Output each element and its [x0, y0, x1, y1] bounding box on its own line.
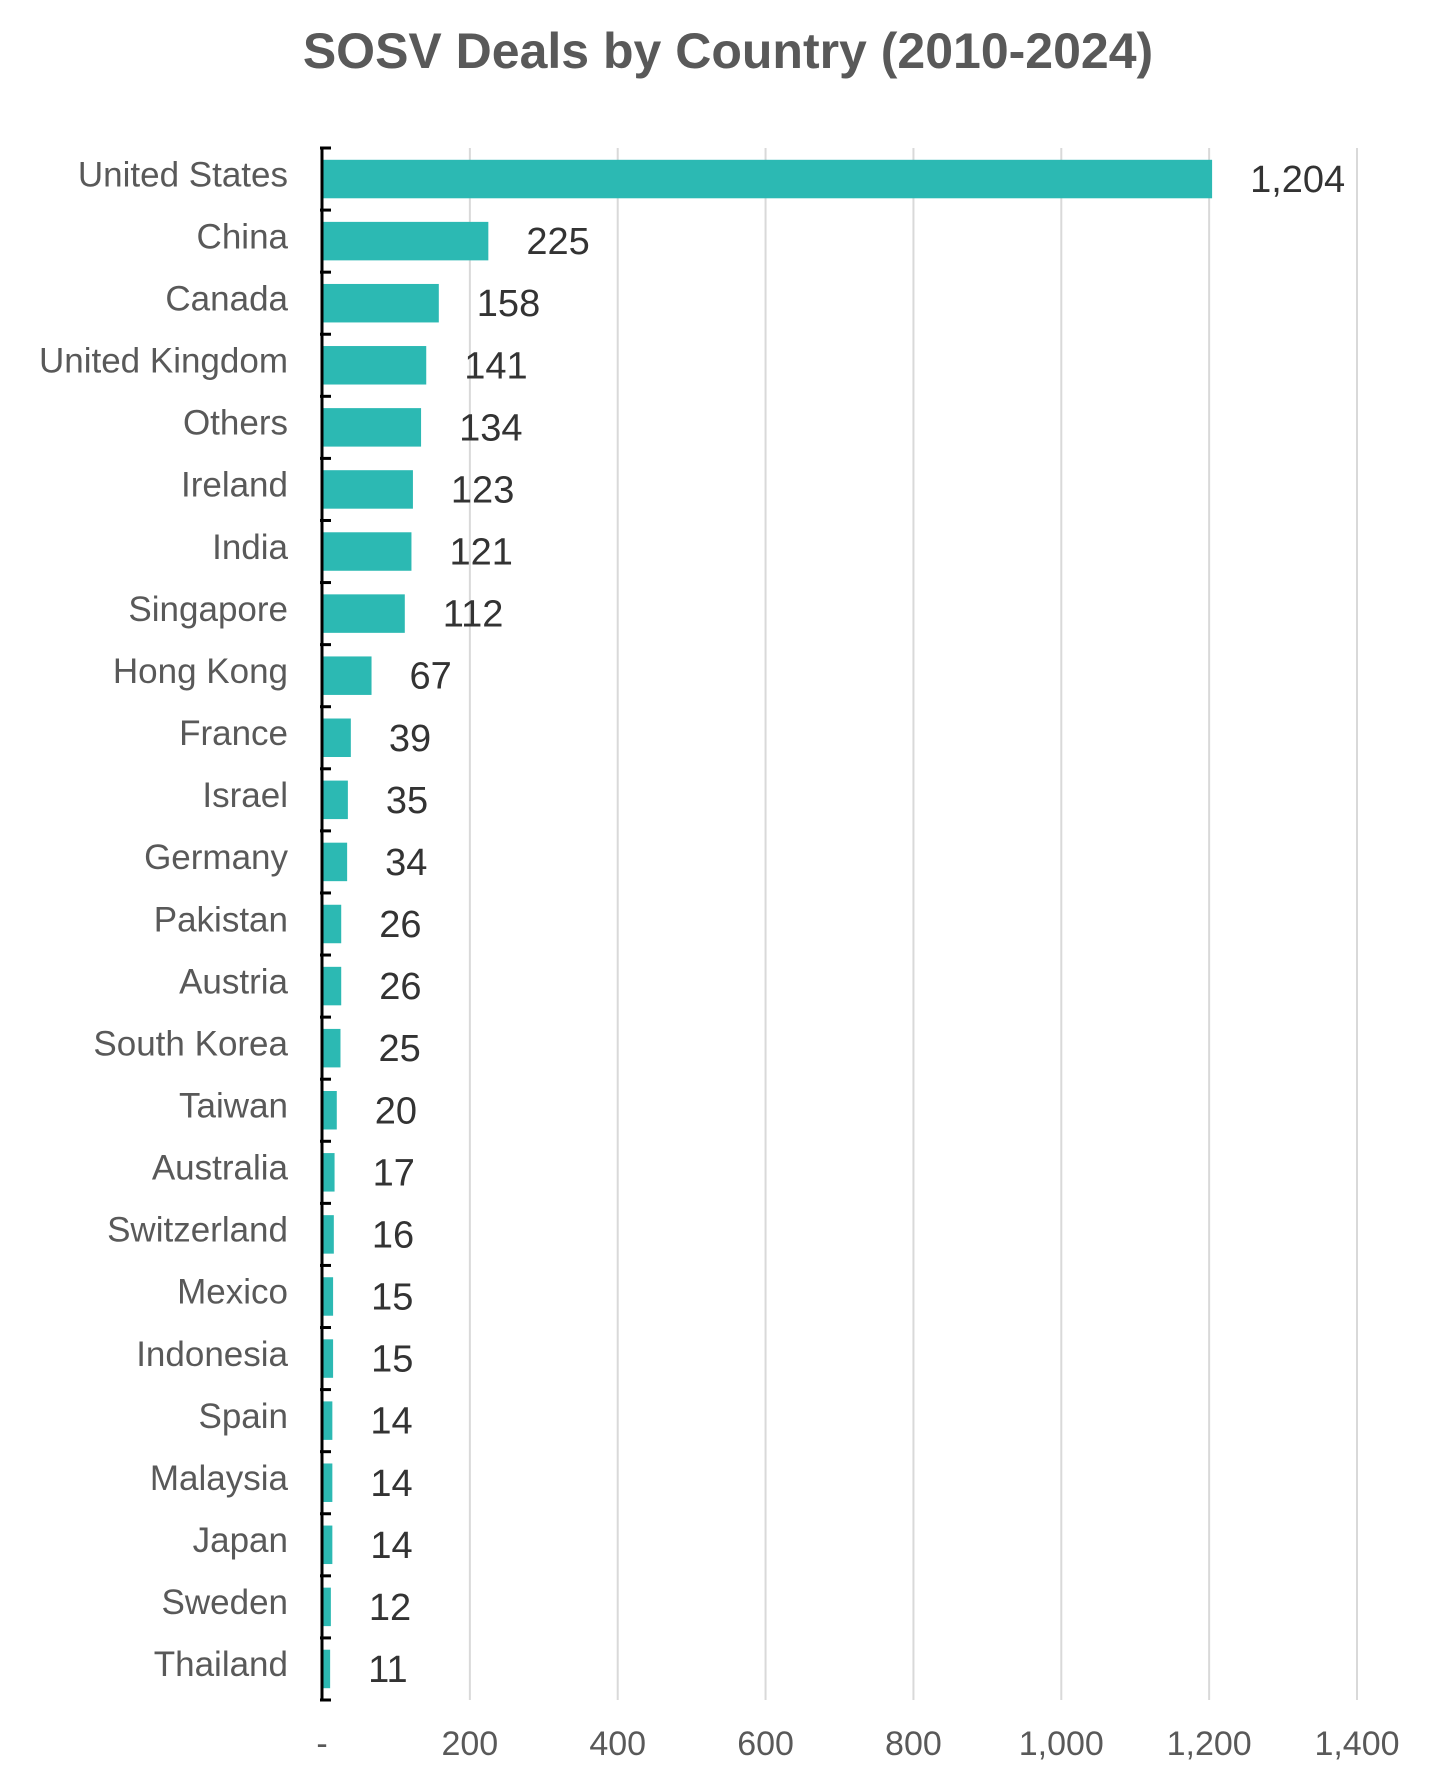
bar [322, 346, 427, 385]
category-label: Japan [193, 1521, 288, 1560]
bar [322, 1525, 333, 1565]
bar [322, 1463, 333, 1502]
category-label: India [212, 528, 288, 567]
data-label: 25 [378, 1028, 420, 1070]
category-label: Israel [202, 776, 288, 815]
category-label: Canada [165, 279, 288, 318]
data-label: 158 [477, 283, 540, 325]
data-label: 15 [371, 1339, 413, 1381]
category-label: Spain [198, 1397, 288, 1436]
data-label: 121 [449, 532, 512, 574]
data-label: 225 [526, 221, 589, 263]
data-label: 1,204 [1250, 159, 1345, 201]
bar [322, 1090, 337, 1130]
data-label: 26 [379, 966, 421, 1008]
data-label: 14 [370, 1525, 412, 1567]
x-tick-label: - [316, 1725, 327, 1763]
x-tick-label: 1,000 [1019, 1725, 1104, 1763]
category-label: France [179, 714, 288, 753]
bar [322, 1401, 333, 1440]
chart-title: SOSV Deals by Country (2010-2024) [302, 23, 1154, 79]
category-label: Indonesia [136, 1335, 288, 1374]
category-label: Taiwan [179, 1086, 288, 1125]
data-label: 26 [379, 904, 421, 946]
labels: - 200 400 600 800 1,000 1,200 1,400 United State… [39, 155, 1400, 1763]
data-label: 17 [373, 1152, 415, 1194]
bar [322, 842, 348, 882]
category-label: Others [183, 404, 288, 443]
bar [322, 470, 413, 509]
bar [322, 283, 439, 323]
data-label: 16 [372, 1214, 414, 1256]
bar [322, 718, 351, 758]
category-label: Pakistan [154, 900, 288, 939]
data-label: 14 [370, 1463, 412, 1505]
data-label: 123 [451, 469, 514, 511]
category-label: United Kingdom [39, 342, 288, 381]
data-label: 112 [443, 594, 504, 636]
data-label: 35 [386, 780, 428, 822]
category-label: Australia [152, 1149, 289, 1188]
data-label: 141 [464, 345, 527, 387]
category-label: Austria [179, 962, 288, 1001]
category-label: Hong Kong [113, 652, 288, 691]
x-tick-label: 600 [737, 1725, 794, 1763]
bar [322, 1587, 331, 1627]
category-label: Singapore [128, 590, 288, 629]
bar [322, 656, 372, 695]
bar [322, 1649, 331, 1689]
category-label: Sweden [162, 1583, 288, 1622]
data-label: 11 [368, 1649, 407, 1691]
bar [322, 408, 422, 447]
bars [322, 159, 1213, 1689]
data-label: 134 [459, 407, 522, 449]
bar [322, 904, 342, 944]
x-tick-label: 400 [589, 1725, 646, 1763]
x-tick-label: 800 [885, 1725, 942, 1763]
bar [322, 966, 342, 1006]
category-label: Malaysia [150, 1459, 289, 1498]
bar [322, 1215, 334, 1254]
category-label: United States [78, 155, 288, 194]
bar [322, 1277, 334, 1316]
bar [322, 221, 489, 261]
bar [322, 1028, 341, 1068]
data-label: 34 [385, 842, 427, 884]
bar [322, 780, 348, 820]
category-label: Thailand [154, 1645, 288, 1684]
category-label: Germany [144, 838, 288, 877]
y-axis [320, 146, 331, 1702]
bar [322, 1153, 335, 1192]
data-label: 67 [410, 656, 452, 698]
category-label: Ireland [181, 466, 288, 505]
bar [322, 159, 1213, 199]
category-label: China [197, 217, 289, 256]
x-tick-label: 1,400 [1314, 1725, 1399, 1763]
data-label: 20 [375, 1090, 417, 1132]
category-label: South Korea [93, 1024, 288, 1063]
data-label: 39 [389, 718, 431, 760]
data-label: 14 [370, 1401, 412, 1443]
gridlines [468, 148, 1358, 1700]
x-tick-label: 1,200 [1167, 1725, 1252, 1763]
category-label: Switzerland [107, 1211, 288, 1250]
x-tick-label: 200 [441, 1725, 498, 1763]
data-label: 15 [371, 1277, 413, 1319]
category-label: Mexico [177, 1273, 288, 1312]
bar [322, 594, 405, 633]
bar [322, 532, 412, 571]
data-label: 12 [369, 1587, 411, 1629]
bar [322, 1339, 334, 1378]
